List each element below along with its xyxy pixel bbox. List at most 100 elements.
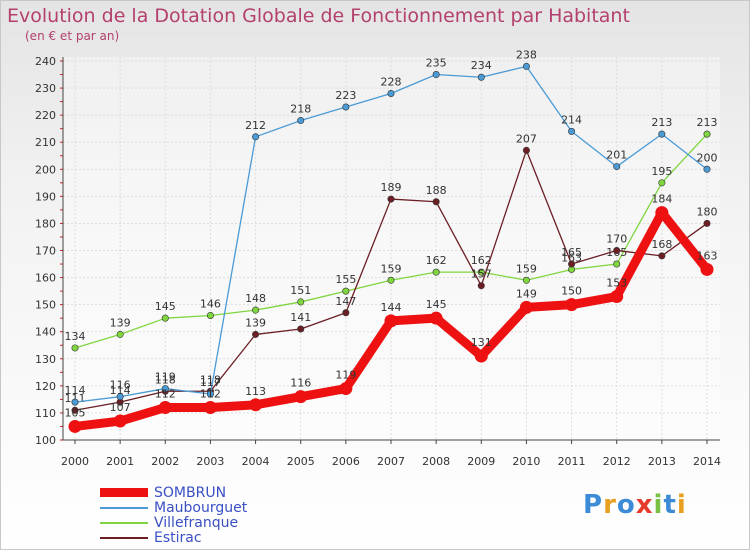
- y-tick-label: 210: [35, 136, 56, 149]
- logo-letter: r: [603, 490, 617, 520]
- data-point-estirac: [387, 195, 395, 203]
- y-tick-label: 120: [35, 380, 56, 393]
- data-label-sombrun: 153: [606, 277, 627, 290]
- data-label-maubourguet: 119: [155, 371, 176, 384]
- data-point-sombrun: [203, 401, 217, 415]
- data-point-estirac: [522, 146, 530, 154]
- x-tick-label: 2008: [422, 455, 450, 468]
- data-point-maubourguet: [387, 89, 395, 97]
- data-point-villefranque: [161, 314, 169, 322]
- data-point-villefranque: [116, 330, 124, 338]
- data-point-maubourguet: [658, 130, 666, 138]
- x-tick-label: 2002: [151, 455, 179, 468]
- plot-area: [63, 57, 720, 440]
- data-label-villefranque: 146: [200, 297, 221, 310]
- data-point-maubourguet: [568, 127, 576, 135]
- data-point-maubourguet: [71, 398, 79, 406]
- y-tick-label: 240: [35, 55, 56, 68]
- data-point-villefranque: [703, 130, 711, 138]
- chart-title: Evolution de la Dotation Globale de Fonc…: [7, 5, 630, 27]
- data-label-sombrun: 116: [290, 377, 311, 390]
- x-tick-label: 2013: [648, 455, 676, 468]
- legend-item-maubourguet: Maubourguet: [100, 499, 248, 516]
- data-point-villefranque: [477, 268, 485, 276]
- data-point-villefranque: [297, 298, 305, 306]
- data-label-sombrun: 107: [110, 401, 131, 414]
- legend-label-maubourguet: Maubourguet: [154, 499, 248, 516]
- data-label-maubourguet: 200: [697, 151, 718, 164]
- data-point-sombrun: [700, 262, 714, 276]
- data-point-sombrun: [655, 206, 669, 220]
- data-point-sombrun: [68, 419, 82, 433]
- data-label-sombrun: 113: [245, 385, 266, 398]
- logo-letter: o: [616, 490, 636, 520]
- data-point-maubourguet: [297, 117, 305, 125]
- data-label-estirac: 180: [697, 205, 718, 218]
- data-point-sombrun: [158, 401, 172, 415]
- legend-item-sombrun: SOMBRUN: [100, 484, 247, 501]
- data-label-maubourguet: 201: [606, 149, 627, 162]
- y-tick-label: 200: [35, 163, 56, 176]
- data-label-estirac: 147: [335, 295, 356, 308]
- data-point-villefranque: [432, 268, 440, 276]
- data-label-maubourguet: 114: [65, 384, 86, 397]
- data-point-villefranque: [342, 287, 350, 295]
- data-point-sombrun: [339, 382, 353, 396]
- data-label-maubourguet: 238: [516, 48, 537, 61]
- y-tick-label: 100: [35, 434, 56, 447]
- data-point-estirac: [568, 260, 576, 268]
- legend: SOMBRUN Maubourguet Villefranque Estirac: [100, 484, 248, 546]
- data-point-sombrun: [249, 398, 263, 412]
- data-label-maubourguet: 218: [290, 103, 311, 116]
- data-point-sombrun: [429, 311, 443, 325]
- x-tick-label: 2000: [61, 455, 89, 468]
- data-label-sombrun: 105: [65, 406, 86, 419]
- data-point-maubourguet: [522, 62, 530, 70]
- data-point-villefranque: [613, 260, 621, 268]
- data-label-estirac: 118: [200, 373, 221, 386]
- data-label-sombrun: 149: [516, 287, 537, 300]
- data-point-villefranque: [71, 344, 79, 352]
- data-point-sombrun: [610, 290, 624, 304]
- data-point-sombrun: [565, 298, 579, 312]
- data-point-estirac: [703, 219, 711, 227]
- data-point-sombrun: [519, 300, 533, 314]
- data-label-maubourguet: 228: [381, 75, 402, 88]
- data-point-estirac: [658, 252, 666, 260]
- data-point-villefranque: [522, 276, 530, 284]
- data-label-sombrun: 131: [471, 336, 492, 349]
- legend-label-estirac: Estirac: [154, 529, 202, 546]
- data-point-estirac: [477, 282, 485, 290]
- x-tick-label: 2004: [242, 455, 270, 468]
- data-label-estirac: 114: [110, 384, 131, 397]
- legend-item-estirac: Estirac: [100, 529, 247, 546]
- x-tick-label: 2014: [693, 455, 721, 468]
- x-tick-label: 2012: [603, 455, 631, 468]
- logo-letter: t: [663, 490, 677, 520]
- legend-swatch-villefranque: [100, 521, 148, 524]
- data-label-estirac: 168: [651, 238, 672, 251]
- y-tick-label: 110: [35, 407, 56, 420]
- data-point-maubourguet: [613, 163, 621, 171]
- x-tick-label: 2010: [512, 455, 540, 468]
- data-label-villefranque: 139: [110, 316, 131, 329]
- data-point-sombrun: [474, 349, 488, 363]
- data-point-maubourguet: [703, 165, 711, 173]
- data-label-estirac: 141: [290, 311, 311, 324]
- y-tick-label: 230: [35, 82, 56, 95]
- legend-swatch-maubourguet: [100, 506, 148, 509]
- data-label-estirac: 139: [245, 316, 266, 329]
- data-label-maubourguet: 235: [426, 57, 447, 70]
- legend-label-sombrun: SOMBRUN: [154, 484, 227, 501]
- data-label-maubourguet: 212: [245, 119, 266, 132]
- x-tick-label: 2003: [196, 455, 224, 468]
- data-label-estirac: 189: [381, 181, 402, 194]
- logo-letter: P: [583, 490, 604, 520]
- data-label-estirac: 165: [561, 246, 582, 259]
- data-point-sombrun: [113, 414, 127, 428]
- data-label-maubourguet: 116: [110, 379, 131, 392]
- logo-letter: i: [653, 490, 664, 520]
- data-label-villefranque: 159: [516, 262, 537, 275]
- data-label-maubourguet: 214: [561, 113, 582, 126]
